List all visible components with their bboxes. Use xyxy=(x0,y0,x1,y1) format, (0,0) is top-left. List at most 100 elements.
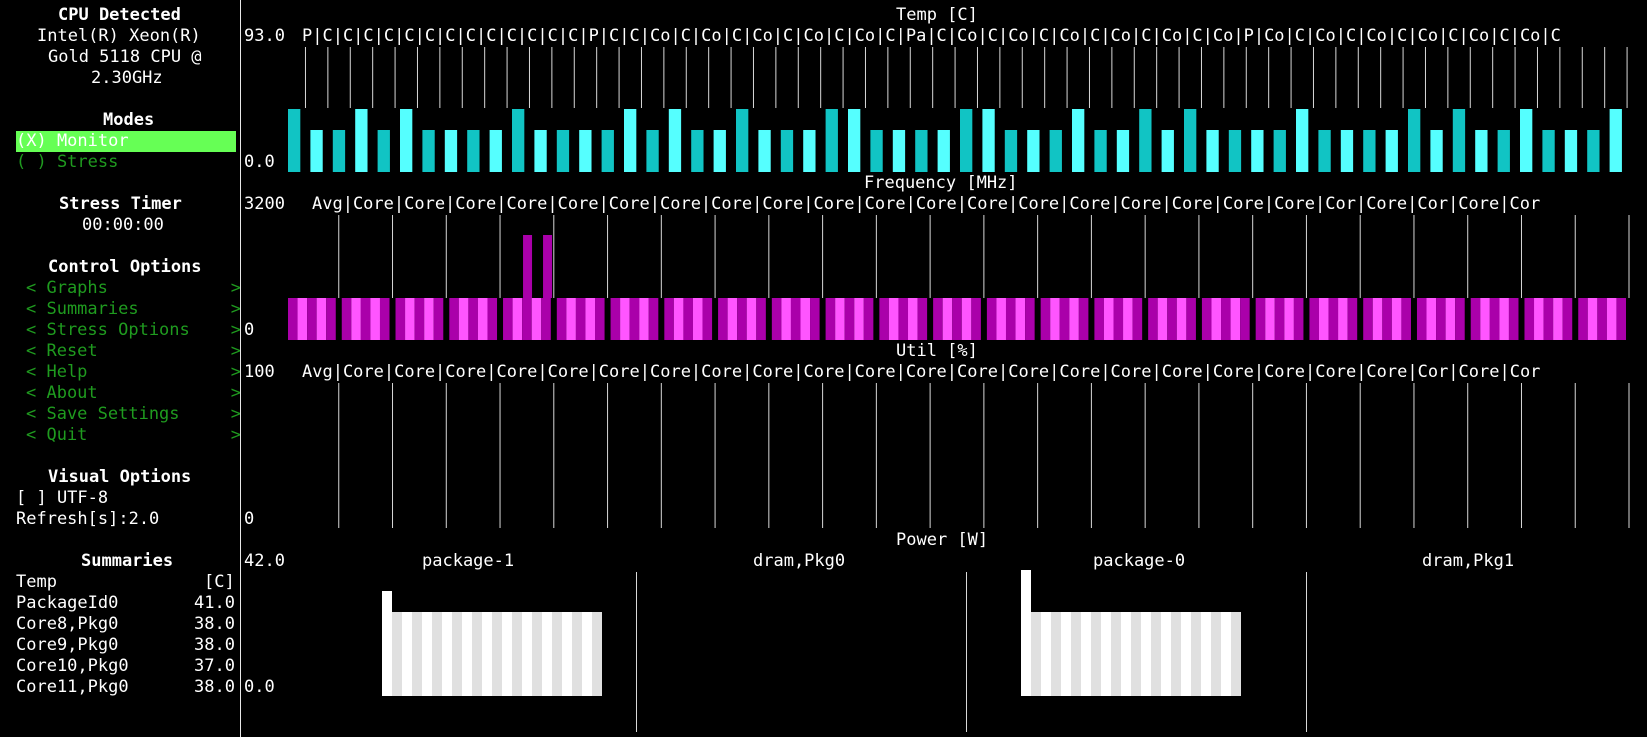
control-quit-button[interactable]: < Quit > xyxy=(26,425,241,445)
control-about-button[interactable]: < About > xyxy=(26,383,241,403)
power-bar xyxy=(422,612,432,696)
temp-bar xyxy=(1408,109,1421,172)
frequency-bar xyxy=(1616,298,1626,340)
frequency-bar xyxy=(629,298,640,340)
temp-bar xyxy=(1094,130,1107,172)
frequency-bar xyxy=(531,298,542,340)
frequency-bar xyxy=(756,298,766,340)
power-bar xyxy=(1071,612,1081,696)
summary-row-value: 38.0 xyxy=(194,635,235,655)
modes-title: Modes xyxy=(103,110,155,130)
power-bar xyxy=(1141,612,1151,696)
frequency-bar xyxy=(297,298,308,340)
power-bar xyxy=(502,612,512,696)
frequency-bar xyxy=(566,298,576,340)
power-panel-divider xyxy=(636,572,637,732)
temp-bar xyxy=(579,130,592,172)
frequency-graph-min-label: 0 xyxy=(244,320,255,340)
frequency-bar xyxy=(727,298,738,340)
frequency-bar xyxy=(468,298,478,340)
temp-bar xyxy=(825,109,838,172)
mode-monitor-radio[interactable]: (X) Monitor xyxy=(16,131,236,152)
frequency-bar xyxy=(1025,298,1035,340)
power-graph-title: Power [W] xyxy=(896,530,989,550)
summary-row-name: Core9,Pkg0 xyxy=(16,635,119,655)
temp-bar xyxy=(332,130,346,172)
temp-bar xyxy=(1161,130,1174,172)
temp-bar xyxy=(1027,130,1040,172)
frequency-bar xyxy=(1470,298,1481,340)
temp-bar xyxy=(1340,130,1354,172)
temp-bar xyxy=(624,109,637,172)
power-bar xyxy=(402,612,412,696)
frequency-bar xyxy=(1578,298,1588,340)
temp-bar xyxy=(1430,130,1443,172)
control-save-settings-button[interactable]: < Save Settings > xyxy=(26,404,241,424)
frequency-bar xyxy=(996,298,1006,340)
temp-bar xyxy=(1004,130,1018,172)
util-graph-max-label: 100 xyxy=(244,362,275,382)
control-summaries-button[interactable]: < Summaries > xyxy=(26,299,241,319)
refresh-rate-field[interactable]: Refresh[s]:2.0 xyxy=(16,509,160,529)
sidebar: CPU Detected Intel(R) Xeon(R) Gold 5118 … xyxy=(0,0,241,737)
power-bar xyxy=(462,612,472,696)
mode-stress-radio[interactable]: ( ) Stress xyxy=(16,152,119,172)
temp-bars xyxy=(288,47,1628,172)
power-bar xyxy=(452,612,462,696)
frequency-bar xyxy=(1445,298,1456,340)
temp-bar xyxy=(601,130,614,172)
temp-bar xyxy=(960,109,973,172)
frequency-bar xyxy=(986,298,997,340)
power-bar xyxy=(1081,612,1091,696)
summaries-title: Summaries xyxy=(81,551,174,571)
temp-bar xyxy=(1385,130,1398,172)
frequency-bar xyxy=(800,298,811,340)
utf8-checkbox[interactable]: [ ] UTF-8 xyxy=(16,488,109,508)
frequency-bar xyxy=(341,298,352,340)
temp-bar xyxy=(870,130,883,172)
power-bar xyxy=(592,612,602,696)
frequency-bar xyxy=(854,298,864,340)
control-stress-options-button[interactable]: < Stress Options > xyxy=(26,320,241,340)
temp-bar xyxy=(758,130,771,172)
frequency-bar xyxy=(1543,298,1554,340)
temp-bar xyxy=(1296,109,1309,172)
temp-graph-min-label: 0.0 xyxy=(244,152,275,172)
temp-bar xyxy=(1520,109,1533,172)
temp-bar xyxy=(1116,130,1130,172)
power-bar xyxy=(552,612,562,696)
frequency-bar xyxy=(307,298,317,340)
frequency-bar xyxy=(1309,298,1319,340)
frequency-bar xyxy=(503,298,513,340)
control-reset-button[interactable]: < Reset > xyxy=(26,341,241,361)
frequency-bar xyxy=(351,298,361,340)
temp-bar xyxy=(1363,130,1376,172)
summary-row-name: PackageId0 xyxy=(16,593,119,613)
frequency-bar xyxy=(1436,298,1446,340)
summary-row-name: Core11,Pkg0 xyxy=(16,677,129,697)
temp-bar xyxy=(310,130,323,172)
power-bar xyxy=(572,612,582,696)
power-bar xyxy=(1031,612,1041,696)
util-graph-title: Util [%] xyxy=(896,341,978,361)
temp-bar xyxy=(556,130,570,172)
frequency-bar xyxy=(1455,298,1465,340)
frequency-bar xyxy=(952,298,962,340)
frequency-bar xyxy=(1489,298,1500,340)
frequency-bar xyxy=(1050,298,1060,340)
frequency-bar xyxy=(449,298,459,340)
frequency-bar xyxy=(414,298,425,340)
frequency-bar xyxy=(1148,298,1158,340)
power-bar xyxy=(1021,570,1031,696)
temp-bar xyxy=(1609,109,1622,172)
temp-bar xyxy=(1452,109,1466,172)
frequency-bar xyxy=(1255,298,1266,340)
power-bar xyxy=(1091,612,1101,696)
frequency-bar xyxy=(1597,298,1607,340)
temp-bar xyxy=(288,109,301,172)
frequency-bar xyxy=(595,298,605,340)
control-graphs-button[interactable]: < Graphs > xyxy=(26,278,241,298)
frequency-bar xyxy=(395,298,406,340)
control-help-button[interactable]: < Help > xyxy=(26,362,241,382)
frequency-bar xyxy=(1040,298,1051,340)
